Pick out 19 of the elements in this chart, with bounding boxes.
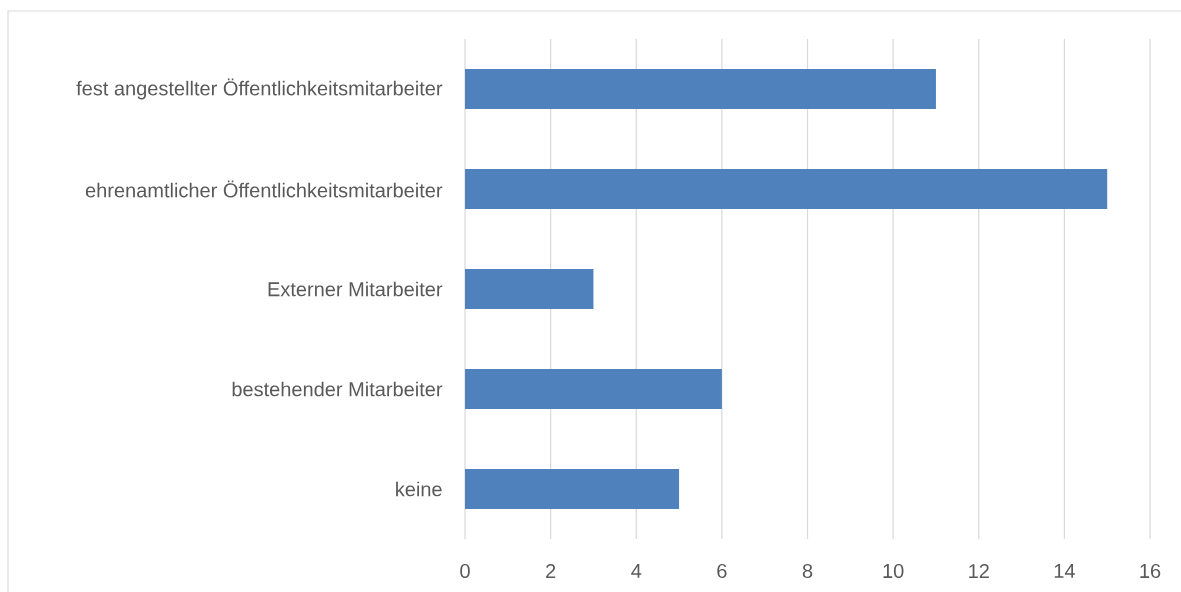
y-tick-label: ehrenamtlicher Öffentlichkeitsmitarbeiter [85,180,443,198]
y-tick-label: bestehender Mitarbeiter [232,381,443,397]
y-tick-label: keine [396,481,442,497]
x-tick-label: 10 [883,563,904,579]
x-tick-label: 12 [969,564,989,578]
x-tick-label: 6 [717,563,727,579]
x-tick-label: 14 [1054,564,1075,578]
bar [465,68,936,109]
bar [465,268,594,309]
x-tick-label: 4 [631,564,642,578]
bar [465,368,722,409]
bar [465,168,1108,209]
y-tick-label: Externer Mitarbeiter [268,281,443,297]
x-tick-label: 16 [1140,563,1161,579]
x-tick-label: 8 [802,563,813,579]
y-tick-label: fest angestellter Öffentlichkeitsmitarbeiter [76,78,443,100]
x-tick-label: 0 [460,563,470,579]
x-tick-label: 2 [546,564,556,578]
bar [465,468,680,509]
